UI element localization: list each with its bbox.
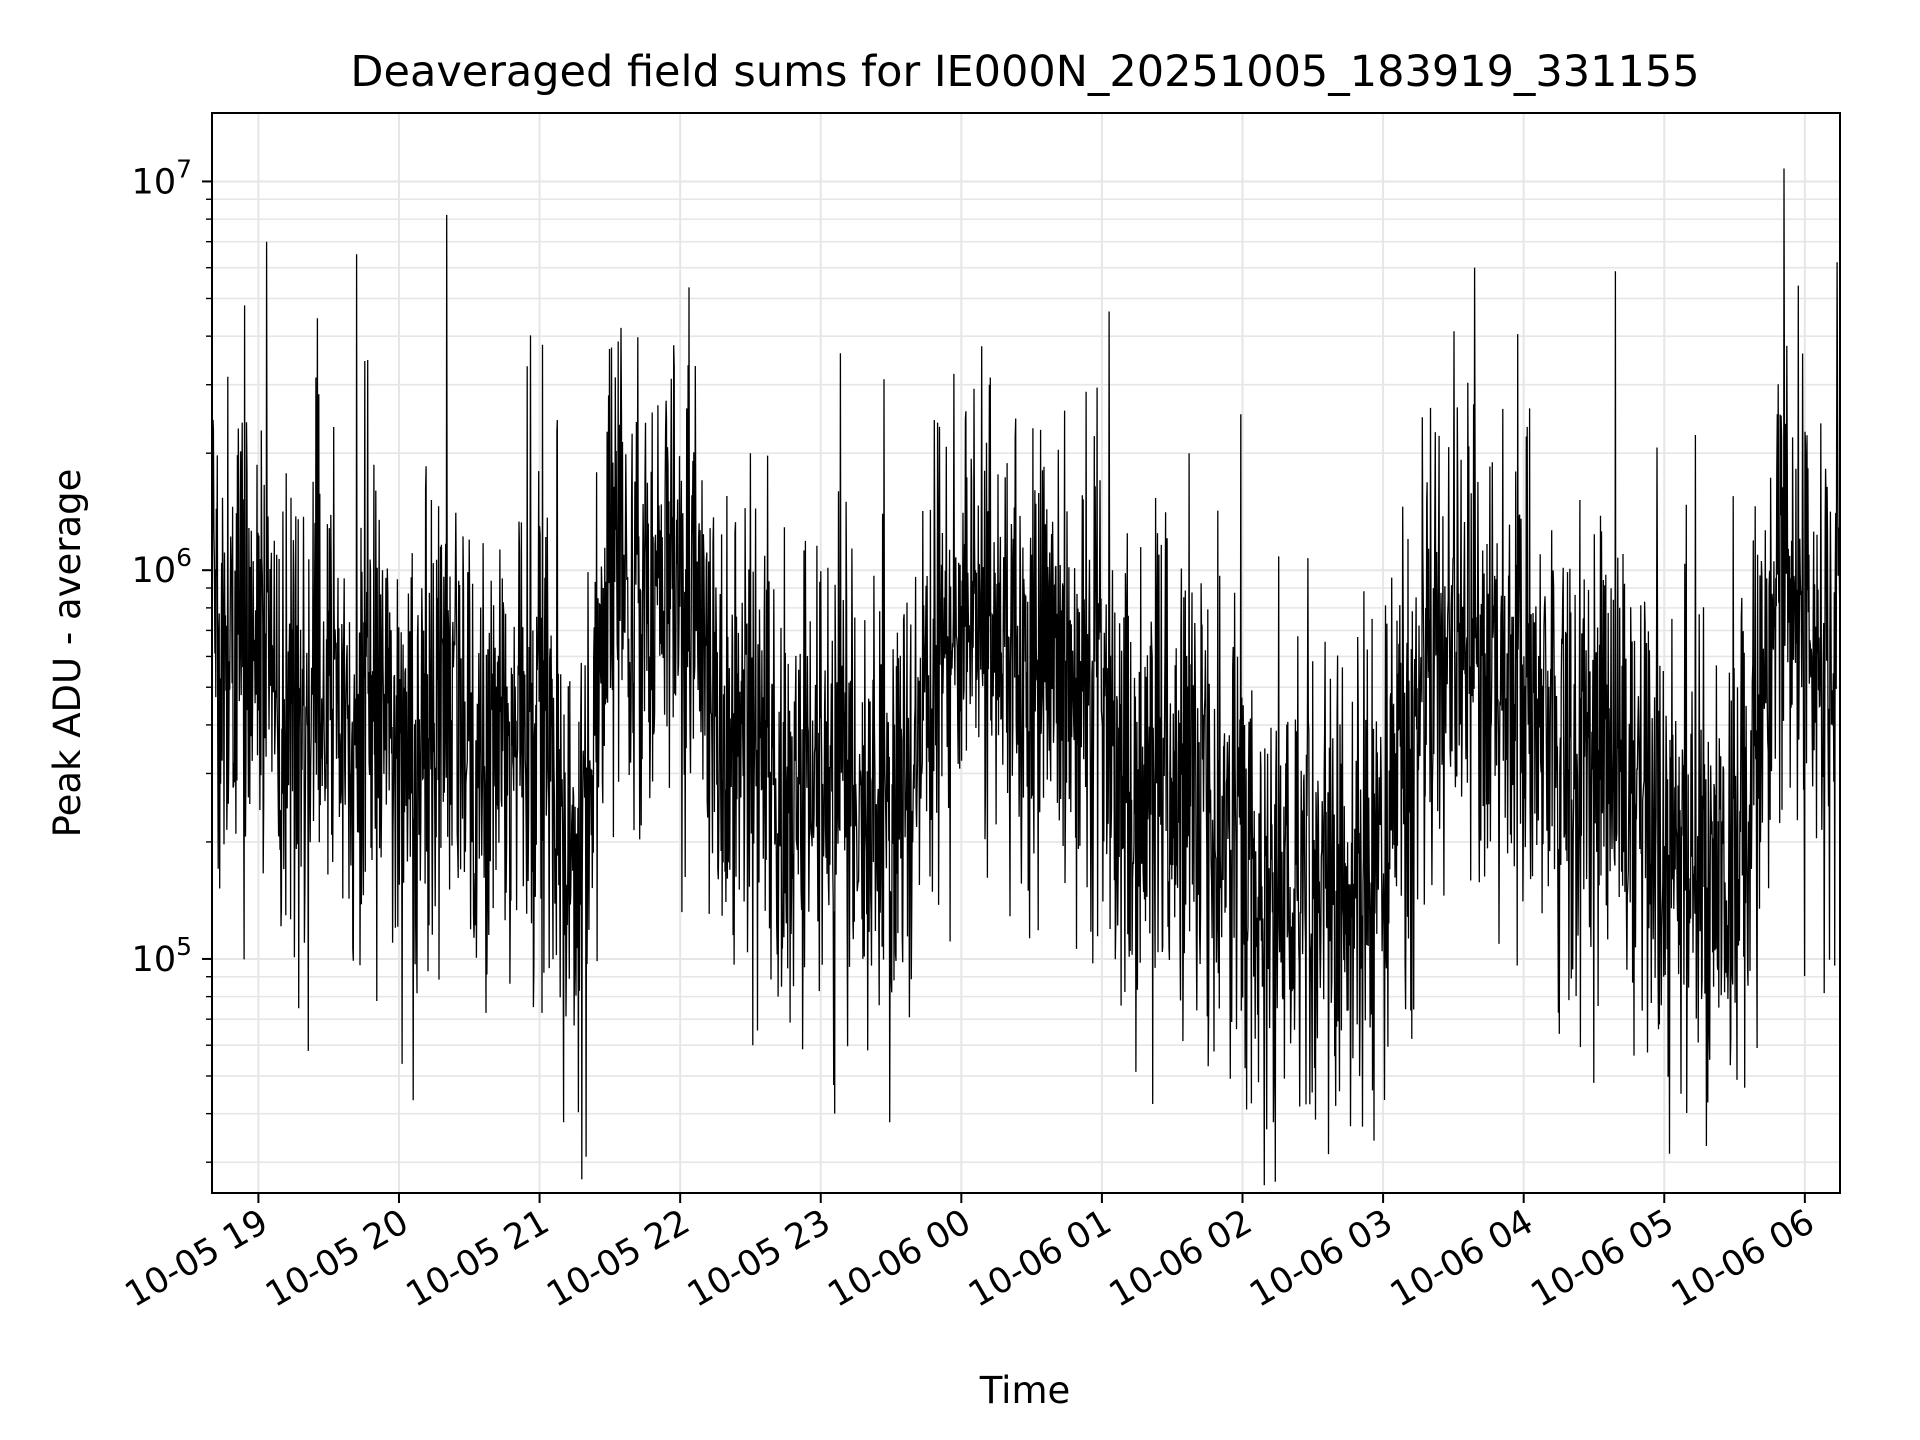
plot-frame (211, 112, 1841, 1194)
series-line (211, 168, 1841, 1186)
y-tick-label: 105 (132, 932, 192, 980)
y-tick-label: 106 (132, 543, 192, 591)
y-axis-ticks: 105 106 107 (132, 154, 212, 1163)
x-axis-label: Time (979, 1369, 1071, 1412)
series-line-group (211, 168, 1841, 1186)
y-tick-label: 107 (132, 154, 192, 202)
chart-title: Deaveraged field sums for IE000N_2025100… (350, 47, 1699, 97)
y-axis-label: Peak ADU - average (46, 469, 89, 838)
